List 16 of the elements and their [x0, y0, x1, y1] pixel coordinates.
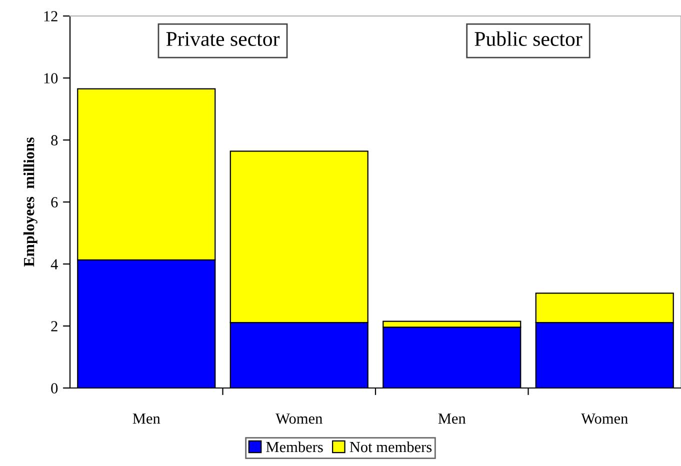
y-tick-label: 6 [51, 197, 58, 208]
y-tick-label: 10 [44, 73, 58, 84]
annotation: Private sector [166, 32, 280, 46]
annotation: Public sector [474, 31, 582, 46]
y-tick-label: 12 [44, 11, 58, 22]
y-tick-label: 2 [51, 321, 58, 332]
x-tick-label: Women [276, 414, 322, 424]
y-tick-label: 8 [51, 135, 58, 146]
y-tick-label: 4 [50, 259, 58, 270]
x-tick-label: Men [132, 414, 160, 424]
x-tick-label: Men [438, 414, 466, 424]
y-axis-title: Employees millions [23, 137, 38, 267]
y-tick-label: 0 [51, 383, 58, 394]
legend-label: Not members [350, 441, 432, 452]
legend-label: Members [266, 441, 323, 452]
x-tick-label: Women [581, 414, 628, 424]
